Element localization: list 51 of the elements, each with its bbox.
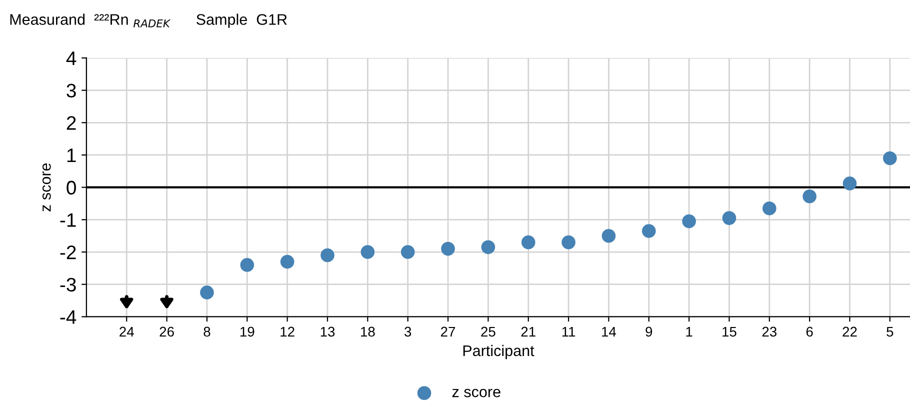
point — [280, 254, 294, 269]
point — [400, 245, 415, 259]
y-tick-label: 2 — [66, 116, 76, 130]
x-tick-label: 3 — [404, 326, 412, 337]
x-tick-label: 8 — [204, 326, 210, 337]
x-tick-label: 12 — [280, 326, 294, 336]
point — [602, 228, 616, 243]
x-tick-label: 1 — [686, 326, 692, 336]
chart-title: Measurand ²²²Rn $_{RADEK}$ Sample G1R — [10, 14, 287, 28]
x-axis-title: Participant — [463, 344, 534, 360]
x-tick-label: 25 — [481, 326, 496, 337]
x-tick-label: 9 — [646, 326, 652, 337]
point — [802, 189, 816, 204]
x-tick-label: 14 — [602, 326, 616, 336]
point — [481, 240, 496, 254]
point — [842, 176, 857, 190]
x-tick-label: 22 — [842, 326, 857, 336]
x-tick-label: 18 — [361, 326, 375, 337]
point — [521, 235, 536, 250]
x-tick-label: 26 — [160, 326, 174, 337]
point — [682, 214, 696, 228]
point — [200, 286, 214, 300]
x-tick-label: 24 — [120, 326, 134, 336]
y-tick-label: 0 — [66, 180, 76, 195]
x-tick-label: 19 — [240, 326, 254, 337]
point — [722, 211, 736, 225]
point — [642, 224, 656, 238]
x-tick-label: 15 — [722, 326, 736, 337]
y-tick-label: -3 — [60, 278, 76, 292]
x-tick-label: 11 — [562, 326, 576, 336]
x-tick-label: 13 — [320, 326, 335, 337]
x-tick-label: 5 — [886, 326, 894, 337]
y-tick-label: -1 — [60, 213, 76, 227]
legend-label: z score — [452, 388, 500, 398]
x-tick-label: 6 — [806, 326, 813, 337]
y-tick-label: 1 — [67, 148, 76, 162]
x-tick-label: 27 — [440, 326, 456, 336]
point — [360, 245, 375, 259]
y-tick-label: -2 — [60, 245, 76, 260]
point — [441, 242, 455, 256]
point — [762, 201, 776, 216]
point — [562, 235, 576, 250]
y-tick-label: 4 — [66, 52, 76, 66]
point — [240, 258, 254, 272]
y-axis-title: z score — [42, 163, 51, 212]
y-tick-label: -4 — [60, 310, 76, 324]
x-tick-label: 21 — [521, 326, 536, 336]
point — [320, 248, 334, 262]
y-tick-label: 3 — [66, 84, 76, 98]
x-tick-label: 23 — [762, 326, 777, 337]
point — [883, 151, 897, 166]
